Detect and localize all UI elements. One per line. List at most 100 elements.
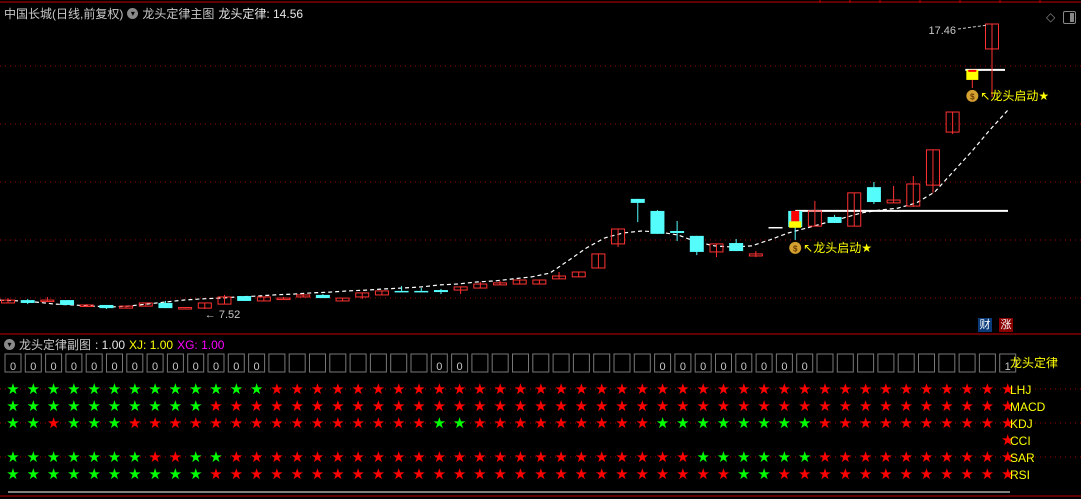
- star-icon-macd: ★: [473, 397, 486, 415]
- star-icon-kdj: ★: [960, 414, 973, 432]
- candlestick: [689, 235, 704, 256]
- candle-body: [335, 297, 350, 302]
- star-icon-sar: ★: [798, 448, 811, 466]
- chevron-down-circle-icon[interactable]: ▾: [127, 8, 139, 19]
- candlestick: [748, 251, 763, 258]
- candle-body-signal: [791, 210, 800, 222]
- star-icon-kdj: ★: [392, 414, 405, 432]
- value-box-text: 0: [660, 361, 666, 373]
- candle-body-signal: [789, 221, 802, 228]
- candle-body: [985, 23, 999, 50]
- star-icon-macd: ★: [1001, 397, 1014, 415]
- star-icon-kdj: ★: [6, 414, 19, 432]
- candlestick: [512, 279, 527, 285]
- star-icon-lhj: ★: [412, 380, 425, 398]
- star-icon-sar: ★: [859, 448, 872, 466]
- star-icon-lhj: ★: [696, 380, 709, 398]
- sub-chart-title[interactable]: 龙头定律副图: [19, 338, 92, 352]
- star-icon-rsi: ★: [27, 465, 40, 483]
- value-box: [430, 353, 448, 373]
- value-box-text: 0: [720, 361, 726, 373]
- candlestick: [650, 210, 665, 234]
- star-icon-sar: ★: [250, 448, 263, 466]
- value-box-text: 0: [30, 361, 36, 373]
- value-box-text: 0: [254, 361, 260, 373]
- candle-body: [748, 253, 763, 257]
- value-box-text: 0: [132, 361, 138, 373]
- candlestick: [611, 228, 626, 248]
- star-icon-lhj: ★: [879, 380, 892, 398]
- candle-body: [571, 271, 586, 278]
- star-icon-macd: ★: [615, 397, 628, 415]
- candle-body: [1, 299, 15, 304]
- star-icon-macd: ★: [554, 397, 567, 415]
- star-icon-macd: ★: [575, 397, 588, 415]
- xj-value: XJ: 1.00: [129, 337, 174, 352]
- star-icon-lhj: ★: [636, 380, 649, 398]
- value-box: [410, 353, 428, 373]
- candle-body: [138, 302, 153, 307]
- star-icon-kdj: ★: [67, 414, 80, 432]
- star-icon-macd: ★: [981, 397, 994, 415]
- star-icon-macd: ★: [189, 397, 202, 415]
- panel-toggle-icon[interactable]: [1063, 11, 1076, 24]
- rise-button[interactable]: 涨: [999, 318, 1013, 332]
- star-icon-lhj: ★: [311, 380, 324, 398]
- star-icon-macd: ★: [717, 397, 730, 415]
- star-icon-macd: ★: [230, 397, 243, 415]
- value-box-text: 0: [172, 361, 178, 373]
- value-box: [938, 353, 956, 373]
- sub-chart-header: ▾ 龙头定律副图 : 1.00 XJ: 1.00 XG: 1.00: [4, 336, 224, 353]
- indicator-name[interactable]: 龙头定律主图: [142, 7, 215, 21]
- star-icon-rsi: ★: [818, 465, 831, 483]
- value-box: [329, 353, 347, 373]
- candle-body: [591, 253, 606, 269]
- value-box: [613, 353, 631, 373]
- star-icon-lhj: ★: [27, 380, 40, 398]
- candlestick: [709, 243, 724, 258]
- star-icon-macd: ★: [920, 397, 933, 415]
- star-icon-kdj: ★: [757, 414, 770, 432]
- star-icon-rsi: ★: [554, 465, 567, 483]
- value-box: [288, 353, 306, 373]
- star-icon-kdj: ★: [169, 414, 182, 432]
- candle-body: [217, 296, 232, 305]
- star-icon-rsi: ★: [636, 465, 649, 483]
- candlestick: [158, 300, 173, 309]
- candlestick: [571, 271, 586, 278]
- candle-body: [355, 292, 370, 298]
- star-icon-sar: ★: [656, 448, 669, 466]
- value-box: [65, 353, 83, 373]
- value-box-text: 0: [457, 361, 463, 373]
- candlestick: [99, 304, 114, 309]
- candle-body: [630, 198, 645, 203]
- signal-marker: $ ↖龙头启动★: [789, 241, 872, 255]
- value-box: [999, 353, 1017, 373]
- candlestick: [296, 294, 311, 298]
- star-icon-kdj: ★: [372, 414, 385, 432]
- star-icon-lhj: ★: [920, 380, 933, 398]
- star-icon-lhj: ★: [859, 380, 872, 398]
- candle-body: [847, 192, 862, 227]
- star-icon-kdj: ★: [899, 414, 912, 432]
- candlestick: [552, 271, 567, 280]
- value-box: [532, 353, 550, 373]
- star-icon-macd: ★: [433, 397, 446, 415]
- moving-average-line: [0, 109, 1009, 308]
- star-icon-lhj: ★: [473, 380, 486, 398]
- star-icon-kdj: ★: [311, 414, 324, 432]
- diamond-icon[interactable]: ◇: [1046, 10, 1056, 24]
- row-label-sar: SAR: [1010, 451, 1035, 465]
- value-box: [593, 353, 611, 373]
- star-icon-rsi: ★: [940, 465, 953, 483]
- candlestick: [807, 200, 822, 227]
- finance-button[interactable]: 财: [978, 318, 992, 332]
- candlestick: [414, 288, 429, 293]
- star-icon-sar: ★: [433, 448, 446, 466]
- stock-title[interactable]: 中国长城(日线,前复权): [4, 7, 124, 21]
- star-icon-rsi: ★: [47, 465, 60, 483]
- chevron-down-circle-icon[interactable]: ▾: [4, 339, 15, 350]
- star-icon-kdj: ★: [981, 414, 994, 432]
- candlestick: [394, 286, 409, 293]
